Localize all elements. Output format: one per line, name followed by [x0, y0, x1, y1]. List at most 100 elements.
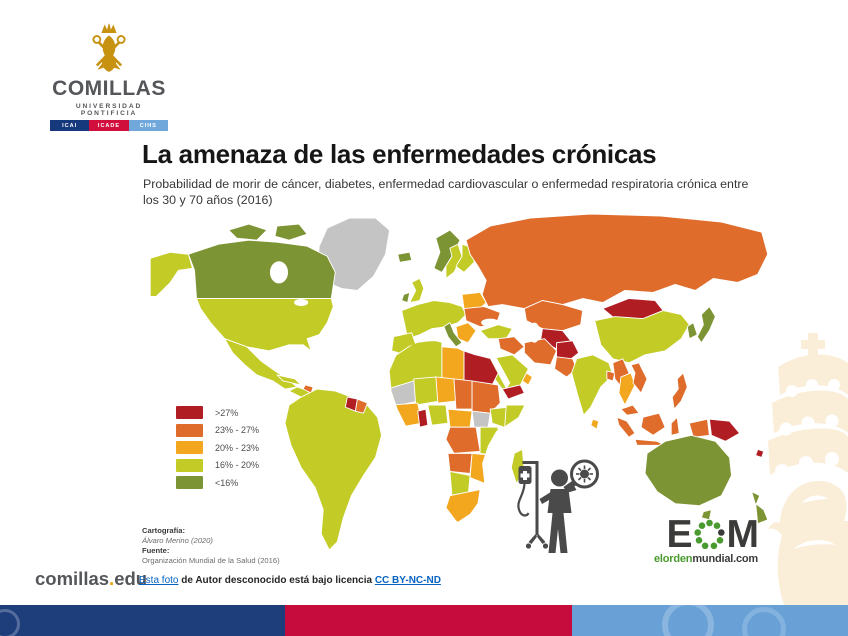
region-malaysia [620, 404, 640, 416]
bar-decoration [662, 605, 714, 636]
source-label: Fuente: [142, 545, 170, 555]
region-drc [445, 426, 481, 454]
legend-item: 16% - 20% [176, 457, 259, 475]
region-china [594, 310, 690, 364]
region-kenya-tanzania [479, 426, 499, 456]
region-ireland [401, 292, 411, 303]
region-sweden [445, 243, 463, 279]
license-link[interactable]: CC BY-NC-ND [374, 575, 441, 586]
region-nigeria [427, 404, 449, 426]
region-philippines [671, 372, 688, 410]
footer-bar-blue [0, 605, 285, 636]
region-ghana [417, 408, 429, 428]
region-bangladesh [606, 370, 616, 382]
legend-item: >27% [176, 404, 259, 422]
region-australia [644, 434, 732, 521]
legend-swatch [176, 406, 203, 420]
region-yemen [501, 384, 525, 400]
eom-url: elordenmundial.com [654, 553, 758, 566]
site-dot: . [109, 568, 115, 589]
region-south-africa [445, 489, 481, 522]
region-chad [453, 378, 473, 410]
region-thailand [618, 372, 636, 406]
eom-letter-m: M [726, 513, 759, 556]
site-url: comillas.edu [35, 568, 148, 589]
map-credits: Cartografía: Álvaro Merino (2020) Fuente… [142, 526, 280, 565]
world-choropleth-map [149, 213, 769, 551]
region-niger [435, 376, 457, 404]
great-lakes [294, 299, 309, 307]
source-value: Organización Mundial de la Salud (2016) [142, 555, 280, 565]
legend-item: <16% [176, 474, 259, 492]
region-japan [696, 306, 716, 344]
university-schools-bar: ICAI ICADE CIHS [50, 120, 168, 131]
eom-dotted-o-icon [693, 519, 725, 550]
region-alaska [149, 251, 193, 297]
legend-label: 20% - 23% [215, 442, 260, 453]
school-label-cihs: CIHS [128, 120, 168, 131]
region-iran [523, 338, 558, 366]
region-canada [188, 239, 336, 299]
legend-label: 16% - 20% [215, 460, 260, 471]
region-iceland [397, 251, 413, 263]
region-south-sudan [471, 410, 491, 428]
map-legend: >27% 23% - 27% 20% - 23% 16% - 20% <16% [176, 404, 259, 492]
region-egypt [463, 348, 499, 386]
footer-bar-red [285, 605, 572, 636]
region-kazakhstan [523, 300, 584, 332]
black-sea [481, 318, 500, 327]
region-turkey [479, 324, 513, 340]
cartography-value: Álvaro Merino (2020) [142, 535, 213, 545]
legend-label: 23% - 27% [215, 425, 260, 436]
region-russia [465, 213, 769, 310]
legend-swatch [176, 476, 203, 490]
region-cuba [276, 374, 302, 386]
school-label-icade: ICADE [89, 120, 129, 131]
legend-swatch [176, 458, 203, 472]
university-wordmark: COMILLAS [52, 77, 166, 100]
region-afghanistan [556, 340, 580, 362]
bar-decoration [0, 609, 20, 636]
legend-item: 20% - 23% [176, 439, 259, 457]
region-vietnam-laos [630, 362, 648, 394]
university-subtitle: UNIVERSIDAD PONTIFICIA [75, 103, 143, 117]
region-uk [409, 277, 425, 303]
legend-label: >27% [215, 407, 239, 418]
footer-color-bars [0, 605, 848, 636]
region-sri-lanka [590, 418, 600, 430]
patient-iv-drip-icon [517, 459, 599, 553]
region-angola [447, 452, 473, 474]
region-new-zealand [751, 491, 769, 525]
university-logo: COMILLAS UNIVERSIDAD PONTIFICIA ICAI ICA… [50, 22, 168, 131]
red-sea [490, 356, 511, 390]
legend-item: 23% - 27% [176, 422, 259, 440]
school-label-icai: ICAI [50, 120, 90, 131]
bar-decoration [742, 607, 786, 636]
region-usa [196, 298, 334, 352]
region-west-africa [389, 402, 423, 428]
region-zambia-mozambique [469, 452, 495, 487]
footer-bar-lightblue [572, 605, 848, 636]
region-papua-new-guinea [708, 418, 741, 442]
region-italy [443, 322, 463, 348]
region-somalia [503, 404, 525, 434]
page-title: La amenaza de las enfermedades crónicas [142, 139, 657, 169]
region-fiji [755, 448, 765, 458]
comillas-crest-icon [92, 23, 126, 73]
cartography-label: Cartografía: [142, 526, 186, 535]
legend-swatch [176, 441, 203, 455]
caspian-sea [528, 322, 540, 343]
page-subtitle: Probabilidad de morir de cáncer, diabete… [143, 177, 749, 208]
region-india [571, 354, 614, 416]
region-western-europe [401, 300, 467, 340]
eom-logo: E M elordenmundial.com [630, 513, 759, 566]
region-cameroon-car [447, 408, 473, 428]
region-korea [686, 322, 698, 340]
photo-source-link[interactable]: Esta foto [139, 575, 179, 586]
hudson-bay [269, 261, 289, 284]
legend-label: <16% [215, 477, 239, 488]
region-suriname [354, 398, 368, 414]
region-syria-iraq [497, 336, 525, 356]
legend-swatch [176, 423, 203, 437]
